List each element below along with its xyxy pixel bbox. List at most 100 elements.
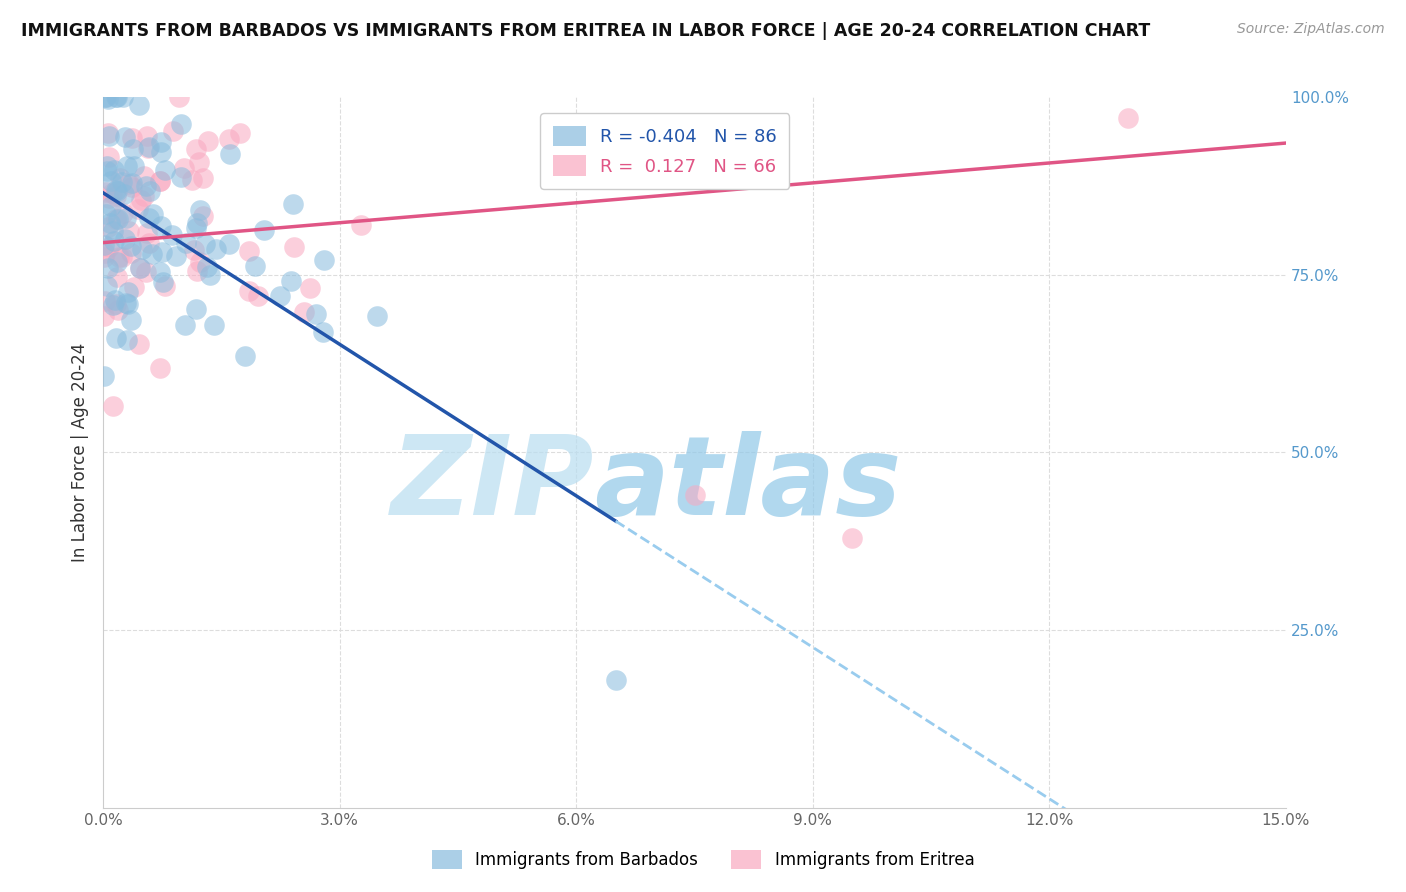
Point	[105, 90, 128, 104]
Point	[150, 244, 173, 259]
Point	[314, 253, 336, 268]
Point	[129, 260, 152, 275]
Point	[114, 232, 136, 246]
Point	[94, 246, 117, 260]
Point	[188, 255, 211, 269]
Point	[134, 189, 156, 203]
Point	[105, 297, 128, 311]
Point	[141, 247, 163, 261]
Point	[312, 325, 335, 339]
Point	[238, 244, 260, 259]
Point	[153, 162, 176, 177]
Point	[104, 183, 127, 197]
Text: Source: ZipAtlas.com: Source: ZipAtlas.com	[1237, 22, 1385, 37]
Point	[100, 174, 122, 188]
Point	[108, 250, 131, 264]
Point	[218, 132, 240, 146]
Point	[186, 302, 208, 317]
Point	[105, 184, 128, 198]
Point	[219, 147, 242, 161]
Point	[184, 142, 207, 156]
Point	[186, 263, 208, 277]
Point	[131, 243, 153, 257]
Point	[139, 185, 162, 199]
Point	[115, 333, 138, 347]
Point	[253, 223, 276, 237]
Point	[115, 211, 138, 226]
Point	[96, 159, 118, 173]
Point	[104, 331, 127, 345]
Point	[117, 285, 139, 299]
Point	[96, 163, 118, 178]
Point	[101, 223, 124, 237]
Point	[195, 260, 218, 274]
Point	[93, 369, 115, 384]
Point	[104, 293, 127, 308]
Point	[243, 259, 266, 273]
Point	[129, 193, 152, 207]
Point	[233, 349, 256, 363]
Point	[105, 90, 128, 104]
Text: IMMIGRANTS FROM BARBADOS VS IMMIGRANTS FROM ERITREA IN LABOR FORCE | AGE 20-24 C: IMMIGRANTS FROM BARBADOS VS IMMIGRANTS F…	[21, 22, 1150, 40]
Point	[97, 92, 120, 106]
Point	[173, 161, 195, 175]
Point	[197, 134, 219, 148]
Point	[135, 265, 157, 279]
Point	[93, 309, 115, 323]
Point	[128, 98, 150, 112]
Point	[138, 140, 160, 154]
Point	[305, 307, 328, 321]
Point	[117, 296, 139, 310]
Text: ZIP: ZIP	[391, 431, 593, 538]
Text: atlas: atlas	[593, 431, 901, 538]
Point	[198, 268, 221, 282]
Point	[174, 236, 197, 251]
Point	[127, 202, 149, 216]
Point	[170, 116, 193, 130]
Point	[193, 171, 215, 186]
Point	[150, 219, 173, 233]
Point	[841, 531, 863, 545]
Point	[167, 90, 190, 104]
Point	[162, 124, 184, 138]
Point	[94, 90, 117, 104]
Point	[218, 237, 240, 252]
Point	[104, 212, 127, 227]
Point	[115, 159, 138, 173]
Point	[96, 278, 118, 293]
Point	[105, 189, 128, 203]
Point	[121, 142, 143, 156]
Point	[228, 126, 250, 140]
Point	[97, 127, 120, 141]
Point	[1116, 111, 1139, 125]
Point	[100, 198, 122, 212]
Point	[135, 178, 157, 193]
Point	[136, 227, 159, 241]
Point	[181, 173, 204, 187]
Legend: R = -0.404   N = 86, R =  0.127   N = 66: R = -0.404 N = 86, R = 0.127 N = 66	[540, 113, 789, 189]
Point	[188, 154, 211, 169]
Point	[169, 169, 191, 184]
Point	[93, 250, 115, 264]
Point	[107, 212, 129, 227]
Point	[115, 296, 138, 310]
Point	[120, 239, 142, 253]
Point	[98, 216, 121, 230]
Point	[149, 145, 172, 159]
Point	[246, 289, 269, 303]
Point	[149, 135, 172, 149]
Point	[107, 303, 129, 318]
Point	[160, 227, 183, 242]
Point	[111, 251, 134, 265]
Point	[281, 197, 304, 211]
Point	[114, 130, 136, 145]
Point	[101, 298, 124, 312]
Point	[97, 150, 120, 164]
Point	[183, 243, 205, 257]
Point	[103, 235, 125, 249]
Point	[238, 285, 260, 299]
Point	[152, 275, 174, 289]
Point	[97, 260, 120, 275]
Point	[149, 361, 172, 376]
Point	[121, 180, 143, 194]
